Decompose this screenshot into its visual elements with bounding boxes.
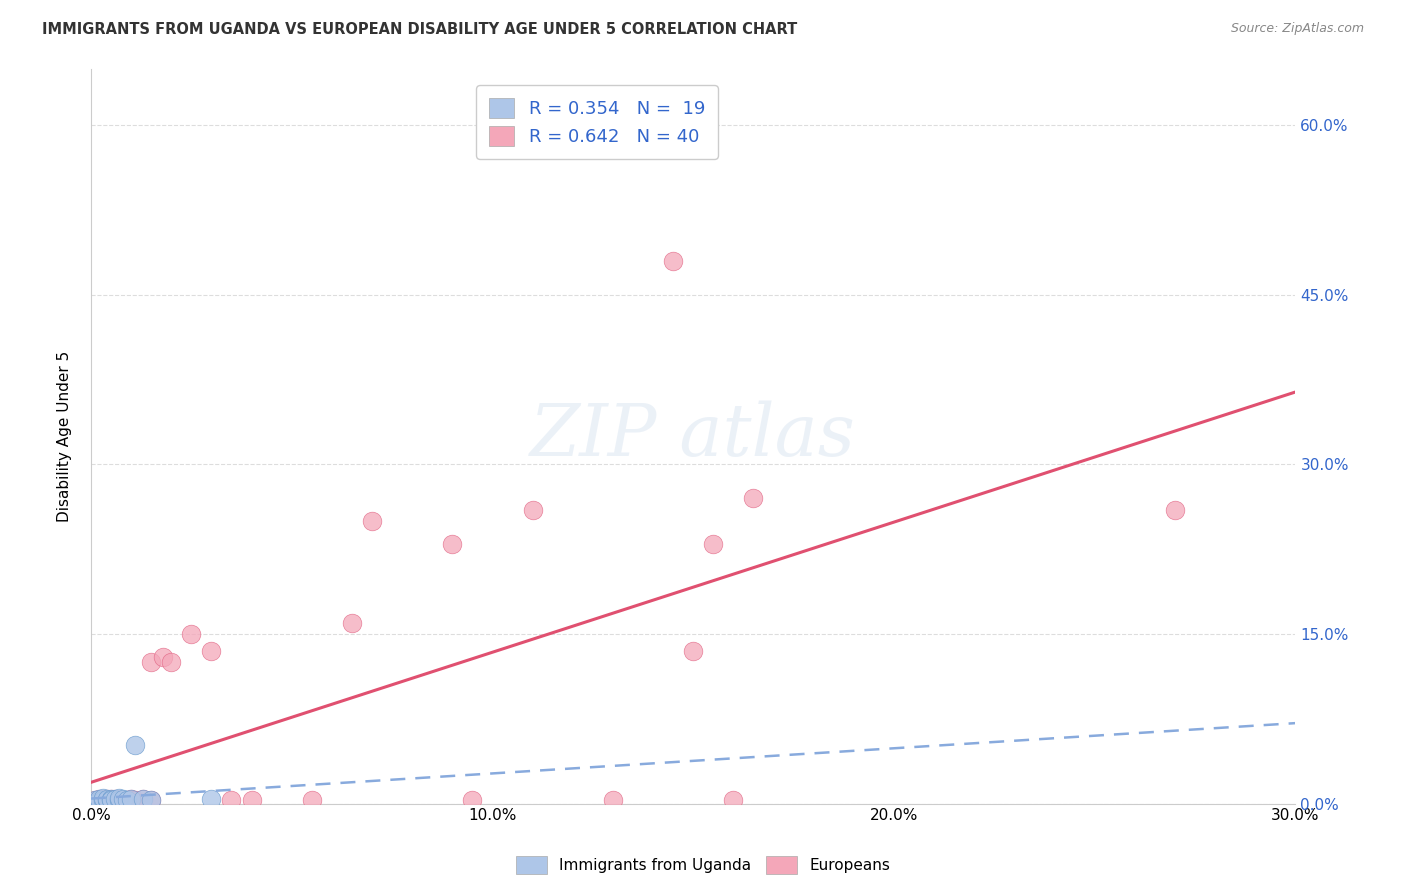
Point (120, 792, 142, 806)
Point (301, 793, 323, 807)
Text: Source: ZipAtlas.com: Source: ZipAtlas.com (1230, 22, 1364, 36)
Point (141, 793, 163, 807)
Point (602, 793, 624, 807)
Point (91, 793, 114, 807)
Point (221, 793, 243, 807)
Point (100, 792, 122, 806)
Point (115, 793, 138, 807)
Point (361, 514, 384, 528)
Point (723, 793, 745, 807)
Point (152, 649, 174, 664)
Point (200, 644, 222, 658)
Point (100, 793, 122, 807)
Text: ZIP atlas: ZIP atlas (530, 401, 856, 471)
Point (108, 791, 131, 805)
Point (240, 793, 263, 807)
Point (108, 793, 131, 807)
Point (461, 793, 484, 807)
Legend: Immigrants from Uganda, Europeans: Immigrants from Uganda, Europeans (510, 850, 896, 880)
Point (1164, 502, 1187, 516)
Point (84, 793, 107, 807)
Point (180, 627, 202, 641)
Point (141, 793, 163, 807)
Point (108, 793, 131, 807)
Point (96, 793, 118, 807)
Point (340, 615, 363, 630)
Point (108, 793, 131, 807)
Point (124, 793, 146, 807)
Point (115, 793, 138, 807)
Point (112, 793, 135, 807)
Point (91, 793, 114, 807)
Point (120, 793, 142, 807)
Point (96, 792, 118, 806)
Point (84, 793, 107, 807)
Point (112, 792, 135, 806)
Point (87, 792, 110, 806)
Legend: R = 0.354   N =  19, R = 0.642   N = 40: R = 0.354 N = 19, R = 0.642 N = 40 (477, 85, 717, 159)
Point (96, 793, 118, 807)
Point (132, 792, 155, 806)
Point (91, 791, 114, 805)
Point (104, 792, 127, 806)
Point (132, 792, 155, 806)
Point (682, 644, 704, 658)
Point (87, 794, 110, 808)
Point (120, 792, 142, 806)
Point (441, 536, 464, 550)
Point (160, 655, 183, 669)
Point (96, 792, 118, 806)
Point (87, 792, 110, 806)
Point (124, 738, 146, 752)
Point (662, 253, 685, 268)
Point (200, 792, 222, 806)
Text: IMMIGRANTS FROM UGANDA VS EUROPEAN DISABILITY AGE UNDER 5 CORRELATION CHART: IMMIGRANTS FROM UGANDA VS EUROPEAN DISAB… (42, 22, 797, 37)
Point (87, 794, 110, 808)
Point (100, 793, 122, 807)
Y-axis label: Disability Age Under 5: Disability Age Under 5 (58, 351, 72, 522)
Point (104, 793, 127, 807)
Point (100, 792, 122, 806)
Point (141, 655, 163, 669)
Point (742, 491, 765, 506)
Point (702, 536, 724, 550)
Point (522, 502, 544, 516)
Point (104, 792, 127, 806)
Point (91, 793, 114, 807)
